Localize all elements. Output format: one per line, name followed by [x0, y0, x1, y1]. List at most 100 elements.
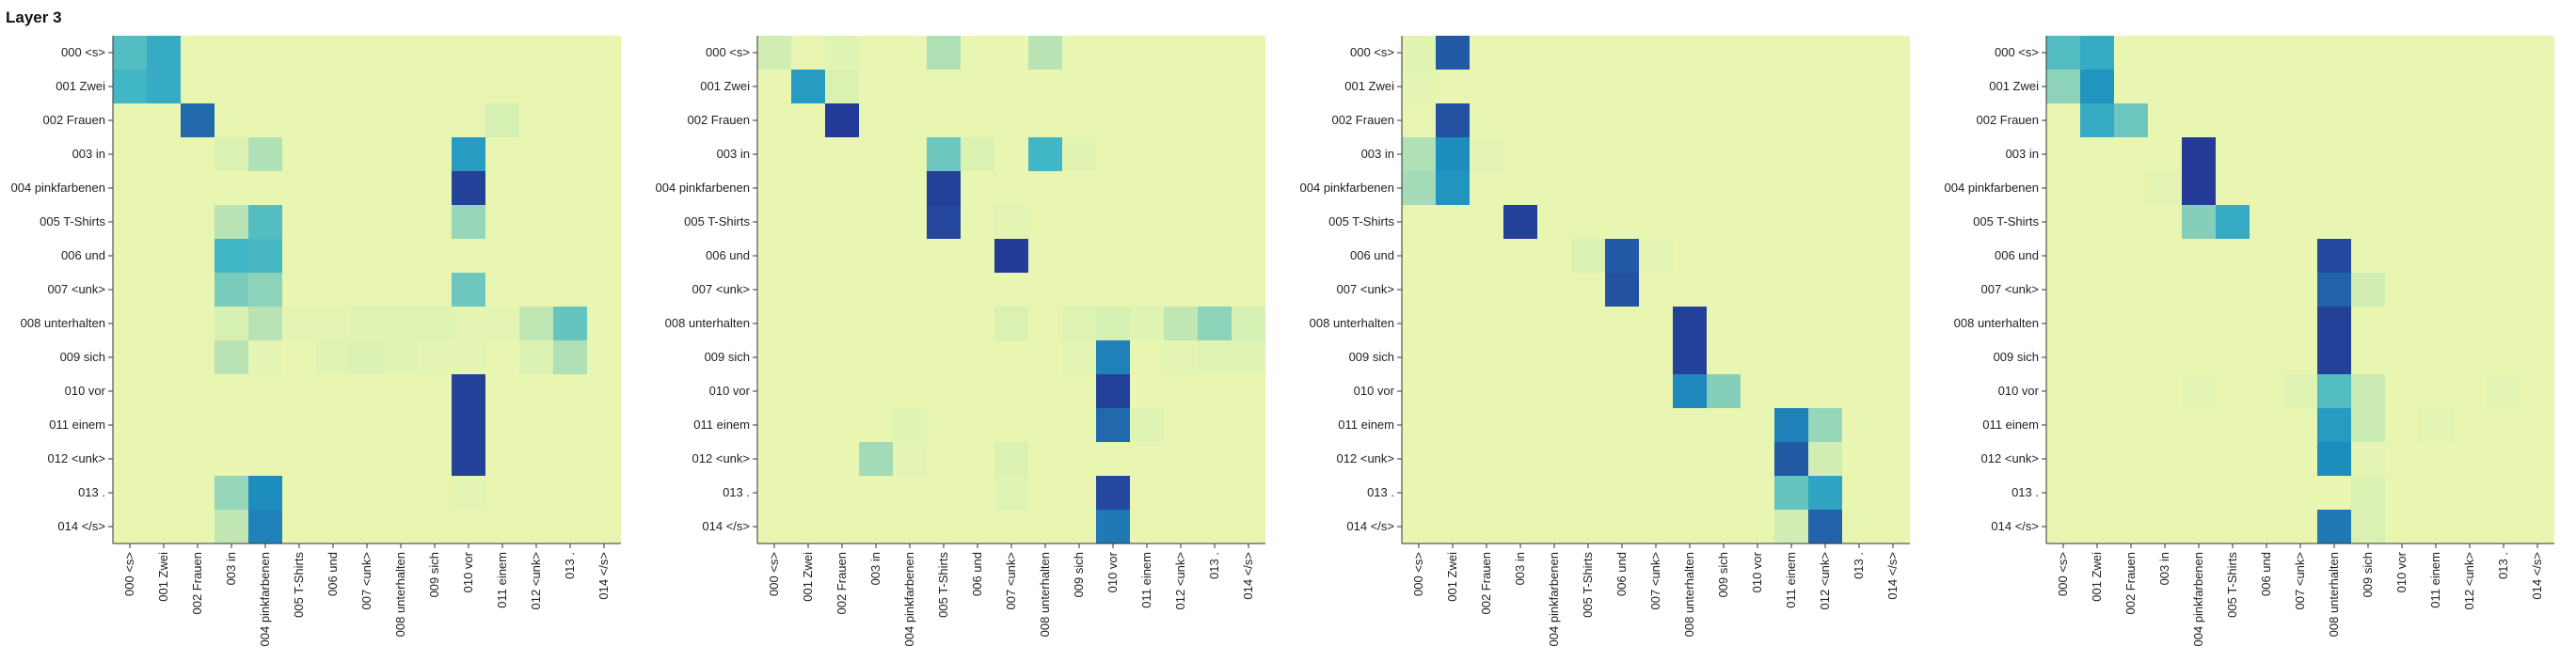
heatmap-cell — [215, 171, 248, 205]
heatmap-cell — [2520, 103, 2554, 137]
heatmap-cell — [1198, 137, 1232, 171]
heatmap-cell — [181, 239, 215, 273]
heatmap-cell — [519, 103, 553, 137]
heatmap-cell — [2317, 171, 2351, 205]
heatmap-cell — [350, 510, 384, 544]
heatmap-cell — [587, 510, 621, 544]
heatmap-cell — [519, 36, 553, 70]
heatmap-cell — [1774, 171, 1808, 205]
heatmap-cell — [961, 171, 994, 205]
y-tick-label: 002 Frauen — [688, 113, 751, 127]
heatmap-cell — [1062, 103, 1096, 137]
heatmap-cell — [485, 70, 519, 103]
heatmap-cell — [859, 70, 893, 103]
heatmap-cell — [1232, 340, 1265, 374]
heatmap-cell — [2453, 307, 2487, 340]
x-tick-label: 013 . — [1207, 552, 1221, 579]
heatmap-cell — [2419, 239, 2453, 273]
heatmap-cell — [961, 340, 994, 374]
heatmap-cell — [1470, 273, 1503, 307]
heatmap-cell — [248, 340, 282, 374]
heatmap-cell — [485, 36, 519, 70]
heatmap-cell — [1130, 273, 1164, 307]
heatmap-cell — [2148, 103, 2182, 137]
y-tick-label: 006 und — [1350, 248, 1394, 262]
heatmap-cell — [893, 476, 927, 510]
y-tick-label: 004 pinkfarbenen — [1945, 181, 2039, 195]
heatmap-cell — [587, 137, 621, 171]
heatmap-cell — [961, 205, 994, 239]
heatmap-cell — [1808, 70, 1842, 103]
heatmap-cell — [113, 442, 147, 476]
heatmap-cell — [2351, 307, 2385, 340]
heatmap-cell — [1876, 205, 1910, 239]
heatmap-cell — [215, 205, 248, 239]
heatmap-cell — [553, 374, 587, 408]
heatmap-cell — [316, 205, 350, 239]
heatmap-cell — [1673, 137, 1707, 171]
heatmap-cell — [2250, 510, 2283, 544]
heatmap-cell — [1402, 374, 1436, 408]
heatmap-cell — [2487, 103, 2520, 137]
heatmap-cell — [1402, 307, 1436, 340]
heatmap-cell — [791, 510, 825, 544]
heatmap-cell — [1402, 239, 1436, 273]
heatmap-cell — [181, 273, 215, 307]
heatmap-cell — [350, 307, 384, 340]
heatmap-cell — [1571, 273, 1605, 307]
heatmap-cell — [1503, 408, 1537, 442]
heatmap-cell — [1639, 239, 1673, 273]
heatmap-cell — [2114, 273, 2148, 307]
heatmap-cell — [587, 239, 621, 273]
heatmap-cell — [1096, 510, 1130, 544]
heatmap-cell — [553, 205, 587, 239]
heatmap-cell — [553, 408, 587, 442]
heatmap-cell — [2419, 205, 2453, 239]
heatmap-cell — [2520, 476, 2554, 510]
heatmap-cell — [215, 70, 248, 103]
heatmap-cell — [181, 476, 215, 510]
heatmap-cell — [2351, 340, 2385, 374]
y-tick-label: 006 und — [706, 248, 750, 262]
heatmap-cell — [553, 137, 587, 171]
heatmap-cell — [927, 36, 961, 70]
heatmap-cell — [1402, 476, 1436, 510]
heatmap-cell — [113, 476, 147, 510]
x-tick-label: 011 einem — [495, 552, 509, 608]
heatmap-cell — [791, 137, 825, 171]
heatmap-cell — [1062, 239, 1096, 273]
heatmap-cell — [1198, 239, 1232, 273]
heatmap-cell — [282, 273, 316, 307]
heatmap-cell — [1707, 171, 1741, 205]
heatmap-cell — [2216, 70, 2250, 103]
heatmap-cell — [350, 408, 384, 442]
heatmap-cell — [1130, 476, 1164, 510]
heatmap-cell — [1436, 273, 1470, 307]
heatmap-cell — [2250, 340, 2283, 374]
heatmap-cell — [1232, 476, 1265, 510]
heatmap-cell — [1774, 103, 1808, 137]
heatmap-cell — [452, 273, 485, 307]
heatmap-cell — [893, 408, 927, 442]
heatmap-cell — [2114, 442, 2148, 476]
heatmap-cell — [1741, 205, 1774, 239]
heatmap-cell — [2283, 205, 2317, 239]
heatmap-cell — [1842, 273, 1876, 307]
heatmap-cell — [1639, 36, 1673, 70]
heatmap-cell — [248, 374, 282, 408]
heatmap-cell — [791, 70, 825, 103]
heatmap-cell — [587, 171, 621, 205]
heatmap-cell — [282, 36, 316, 70]
heatmap-cell — [1571, 476, 1605, 510]
heatmap-cell — [1707, 408, 1741, 442]
heatmap-cell — [825, 442, 859, 476]
heatmap-cell — [2080, 408, 2114, 442]
heatmap-cell — [1096, 442, 1130, 476]
y-tick-label: 011 einem — [1982, 418, 2039, 432]
heatmap-cell — [587, 307, 621, 340]
heatmap-cell — [1571, 510, 1605, 544]
heatmap-cell — [2148, 137, 2182, 171]
heatmap-cell — [1876, 374, 1910, 408]
heatmap-cell — [2317, 476, 2351, 510]
x-tick-label: 000 <s> — [767, 552, 781, 596]
